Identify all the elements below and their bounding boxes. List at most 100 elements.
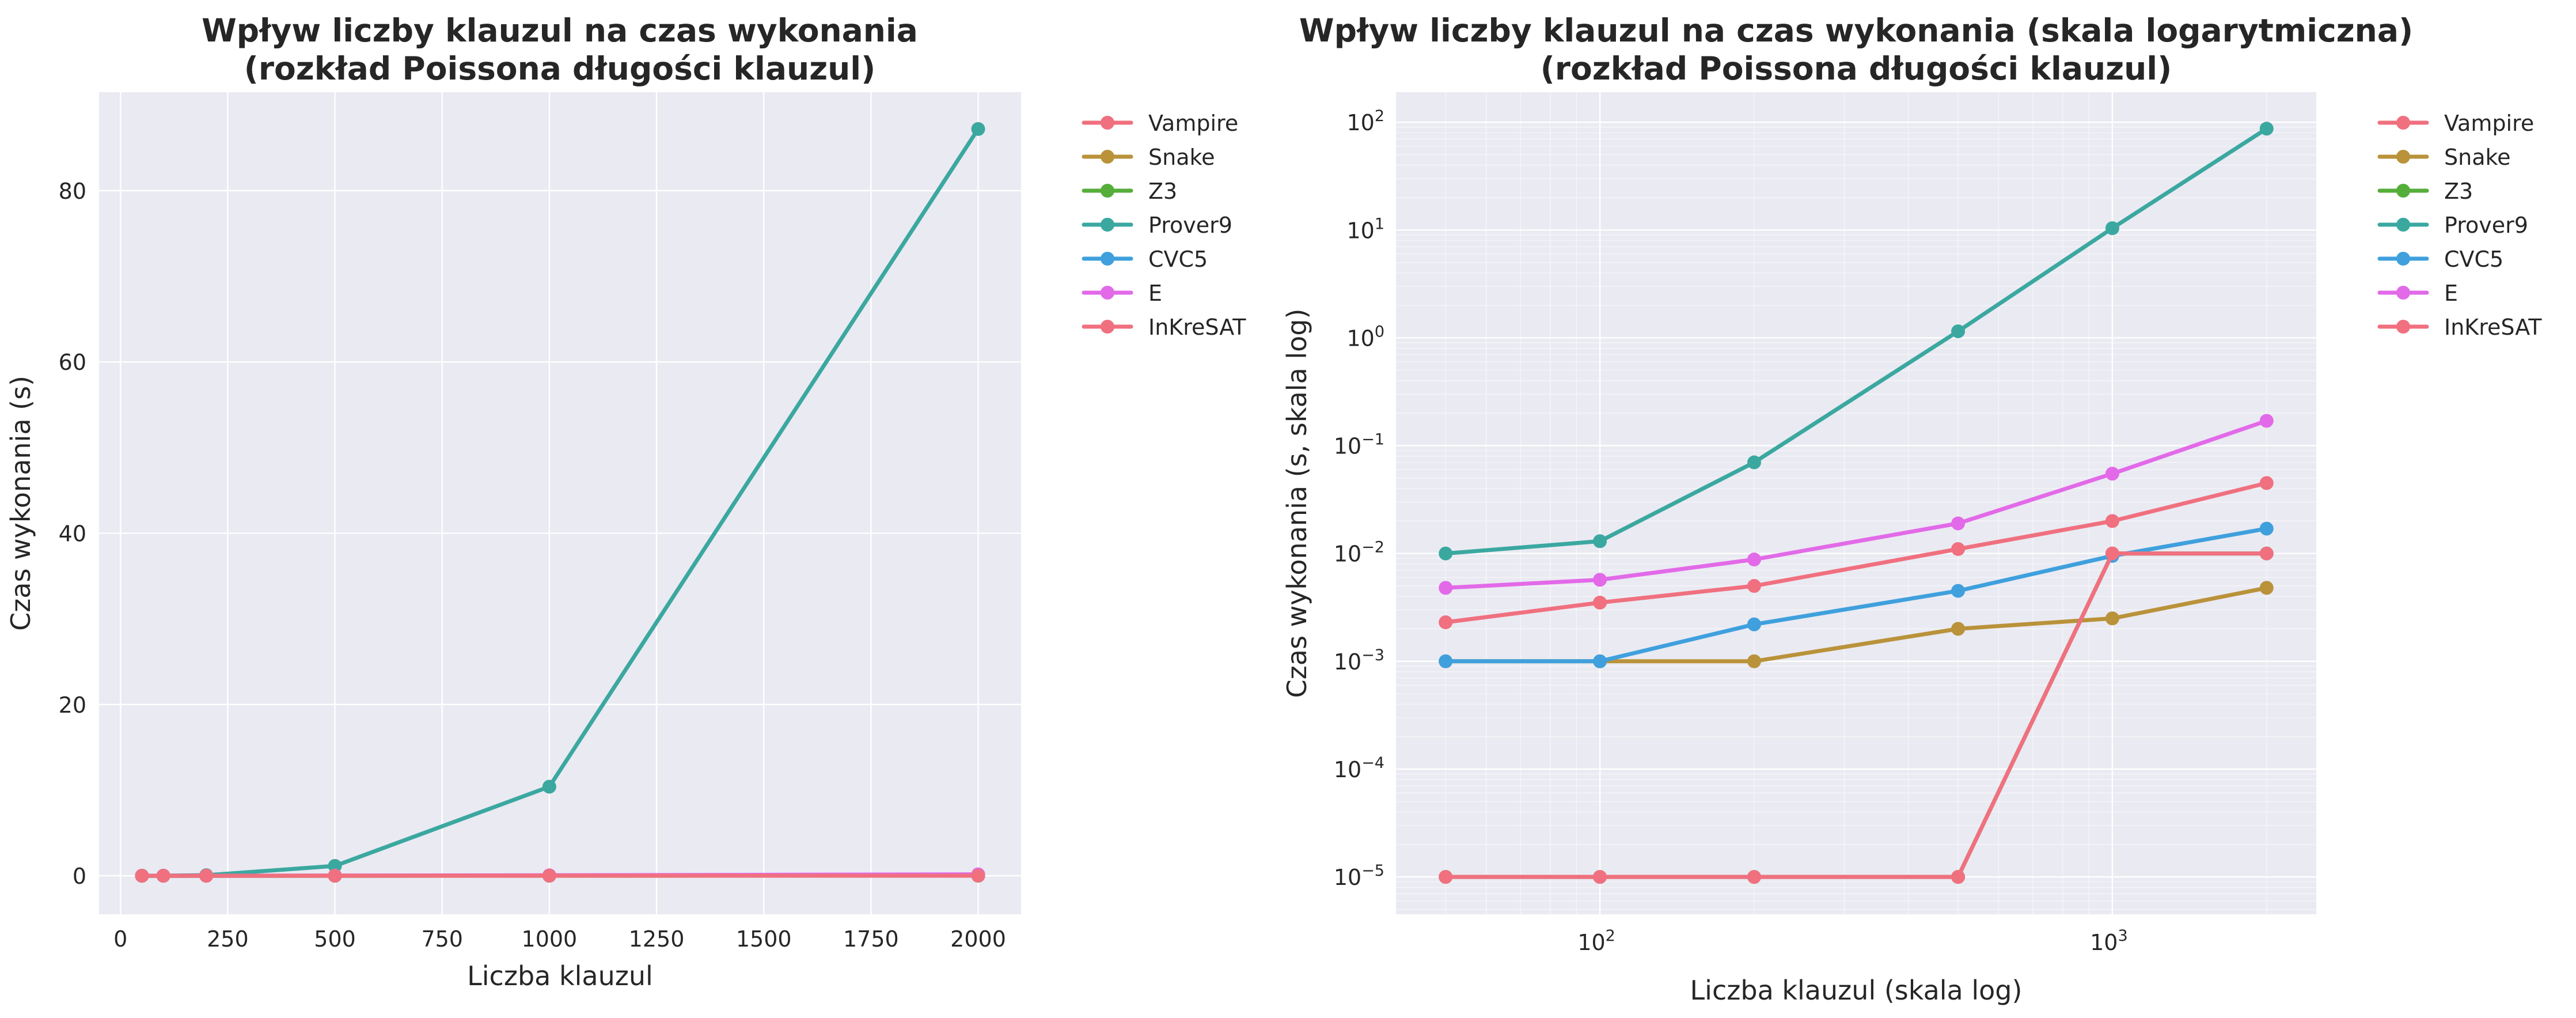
legend-item-vampire: Vampire xyxy=(2377,111,2534,136)
series-inkresat xyxy=(1439,546,2274,884)
y-tick-label: 100 xyxy=(1346,323,1384,351)
series-inkresat xyxy=(135,868,985,883)
y-tick-label: 40 xyxy=(59,521,86,547)
legend-marker xyxy=(1101,150,1114,164)
data-point xyxy=(328,859,342,873)
y-tick-label: 60 xyxy=(59,350,86,375)
data-point xyxy=(1439,581,1453,595)
data-point xyxy=(2259,581,2274,595)
data-point xyxy=(156,869,170,883)
data-point xyxy=(2259,122,2274,136)
x-tick-label: 0 xyxy=(113,926,127,952)
data-point xyxy=(1593,534,1607,548)
series-line xyxy=(1443,481,2269,625)
data-point xyxy=(2259,476,2274,490)
y-tick-label: 10−1 xyxy=(1334,431,1384,459)
legend-marker xyxy=(2396,218,2410,232)
x-tick-label: 1250 xyxy=(629,926,685,952)
data-point xyxy=(542,868,556,883)
legend-item-cvc5: CVC5 xyxy=(1082,247,1208,272)
data-point xyxy=(2259,414,2274,428)
legend-item-inkresat: InKreSAT xyxy=(2377,315,2542,340)
legend-marker xyxy=(2396,320,2410,334)
legend-item-prover9: Prover9 xyxy=(2377,213,2528,238)
data-point xyxy=(1747,552,1761,567)
legend-label: Snake xyxy=(1148,145,1215,170)
x-tick-label: 500 xyxy=(314,926,356,952)
data-point xyxy=(2259,546,2274,561)
chart-subtitle: (rozkład Poissona długości klauzul) xyxy=(1541,50,2172,87)
y-tick-label: 10−5 xyxy=(1334,862,1384,890)
data-point xyxy=(1747,870,1761,884)
legend-marker xyxy=(1101,116,1114,130)
x-tick-label: 102 xyxy=(1577,927,1615,955)
series-e xyxy=(1439,414,2274,595)
legend-item-inkresat: InKreSAT xyxy=(1082,315,1246,340)
chart-title: Wpływ liczby klauzul na czas wykonania (… xyxy=(1299,12,2413,49)
data-point xyxy=(971,122,985,136)
data-point xyxy=(1439,615,1453,630)
legend: Vampire Snake Z3 Prover9 CVC5 E InKreSAT xyxy=(2377,111,2542,340)
legend-label: Vampire xyxy=(1148,111,1238,136)
legend-marker xyxy=(2396,184,2410,198)
legend-label: Z3 xyxy=(1148,179,1177,204)
data-point xyxy=(1593,573,1607,587)
y-axis-label: Czas wykonania (s) xyxy=(5,376,36,631)
plot-area xyxy=(99,92,1021,914)
series-line xyxy=(1443,418,2269,590)
data-point xyxy=(1439,870,1453,884)
data-point xyxy=(1951,622,1966,636)
legend-label: InKreSAT xyxy=(1148,315,1246,340)
data-point xyxy=(1951,584,1966,598)
data-point xyxy=(1951,542,1966,556)
legend-item-snake: Snake xyxy=(2377,145,2511,170)
data-point xyxy=(2105,546,2119,561)
legend-marker xyxy=(2396,150,2410,164)
x-tick-label: 1750 xyxy=(843,926,899,952)
series-line xyxy=(1443,126,2269,556)
y-tick-label: 10−3 xyxy=(1334,646,1384,675)
data-point xyxy=(1951,516,1966,531)
legend-marker xyxy=(2396,286,2410,300)
x-tick-label: 750 xyxy=(421,926,463,952)
legend-label: CVC5 xyxy=(2444,247,2503,272)
legend-item-z3: Z3 xyxy=(1082,179,1177,204)
legend-marker xyxy=(1101,286,1114,300)
legend-label: Prover9 xyxy=(1148,213,1232,238)
legend-item-vampire: Vampire xyxy=(1082,111,1238,136)
legend-marker xyxy=(1101,184,1114,198)
legend-item-e: E xyxy=(2377,281,2458,306)
legend-item-e: E xyxy=(1082,281,1162,306)
legend-item-snake: Snake xyxy=(1082,145,1215,170)
x-tick-label: 1500 xyxy=(736,926,792,952)
data-point xyxy=(199,869,214,883)
legend-marker xyxy=(1101,252,1114,266)
y-axis-label: Czas wykonania (s, skala log) xyxy=(1281,309,1312,698)
y-tick-label: 10−2 xyxy=(1334,539,1384,567)
x-tick-label: 103 xyxy=(2090,927,2128,955)
legend-label: Snake xyxy=(2444,145,2511,170)
series-prover9 xyxy=(1439,122,2274,561)
data-point xyxy=(328,869,342,883)
y-tick-label: 101 xyxy=(1346,215,1384,243)
data-point xyxy=(1747,617,1761,631)
data-point xyxy=(1593,654,1607,668)
legend-marker xyxy=(1101,218,1114,232)
data-point xyxy=(2259,521,2274,536)
series-vampire xyxy=(1439,476,2274,630)
data-point xyxy=(1951,324,1966,339)
x-axis-label: Liczba klauzul xyxy=(467,960,653,991)
legend-item-cvc5: CVC5 xyxy=(2377,247,2503,272)
y-tick-label: 10−4 xyxy=(1334,754,1384,782)
legend-label: InKreSAT xyxy=(2444,315,2542,340)
legend: Vampire Snake Z3 Prover9 CVC5 E InKreSAT xyxy=(1082,111,1246,340)
chart-title: Wpływ liczby klauzul na czas wykonania xyxy=(202,12,918,49)
chart-subtitle: (rozkład Poissona długości klauzul) xyxy=(244,50,876,87)
data-point xyxy=(2105,221,2119,236)
legend-label: Prover9 xyxy=(2444,213,2528,238)
legend-marker xyxy=(2396,116,2410,130)
legend-item-prover9: Prover9 xyxy=(1082,213,1232,238)
chart-1: 0 20 40 60 80 0 250 500 750 1000 1250 1500 1750 2000 W… xyxy=(5,12,1246,991)
legend-label: CVC5 xyxy=(1148,247,1208,272)
